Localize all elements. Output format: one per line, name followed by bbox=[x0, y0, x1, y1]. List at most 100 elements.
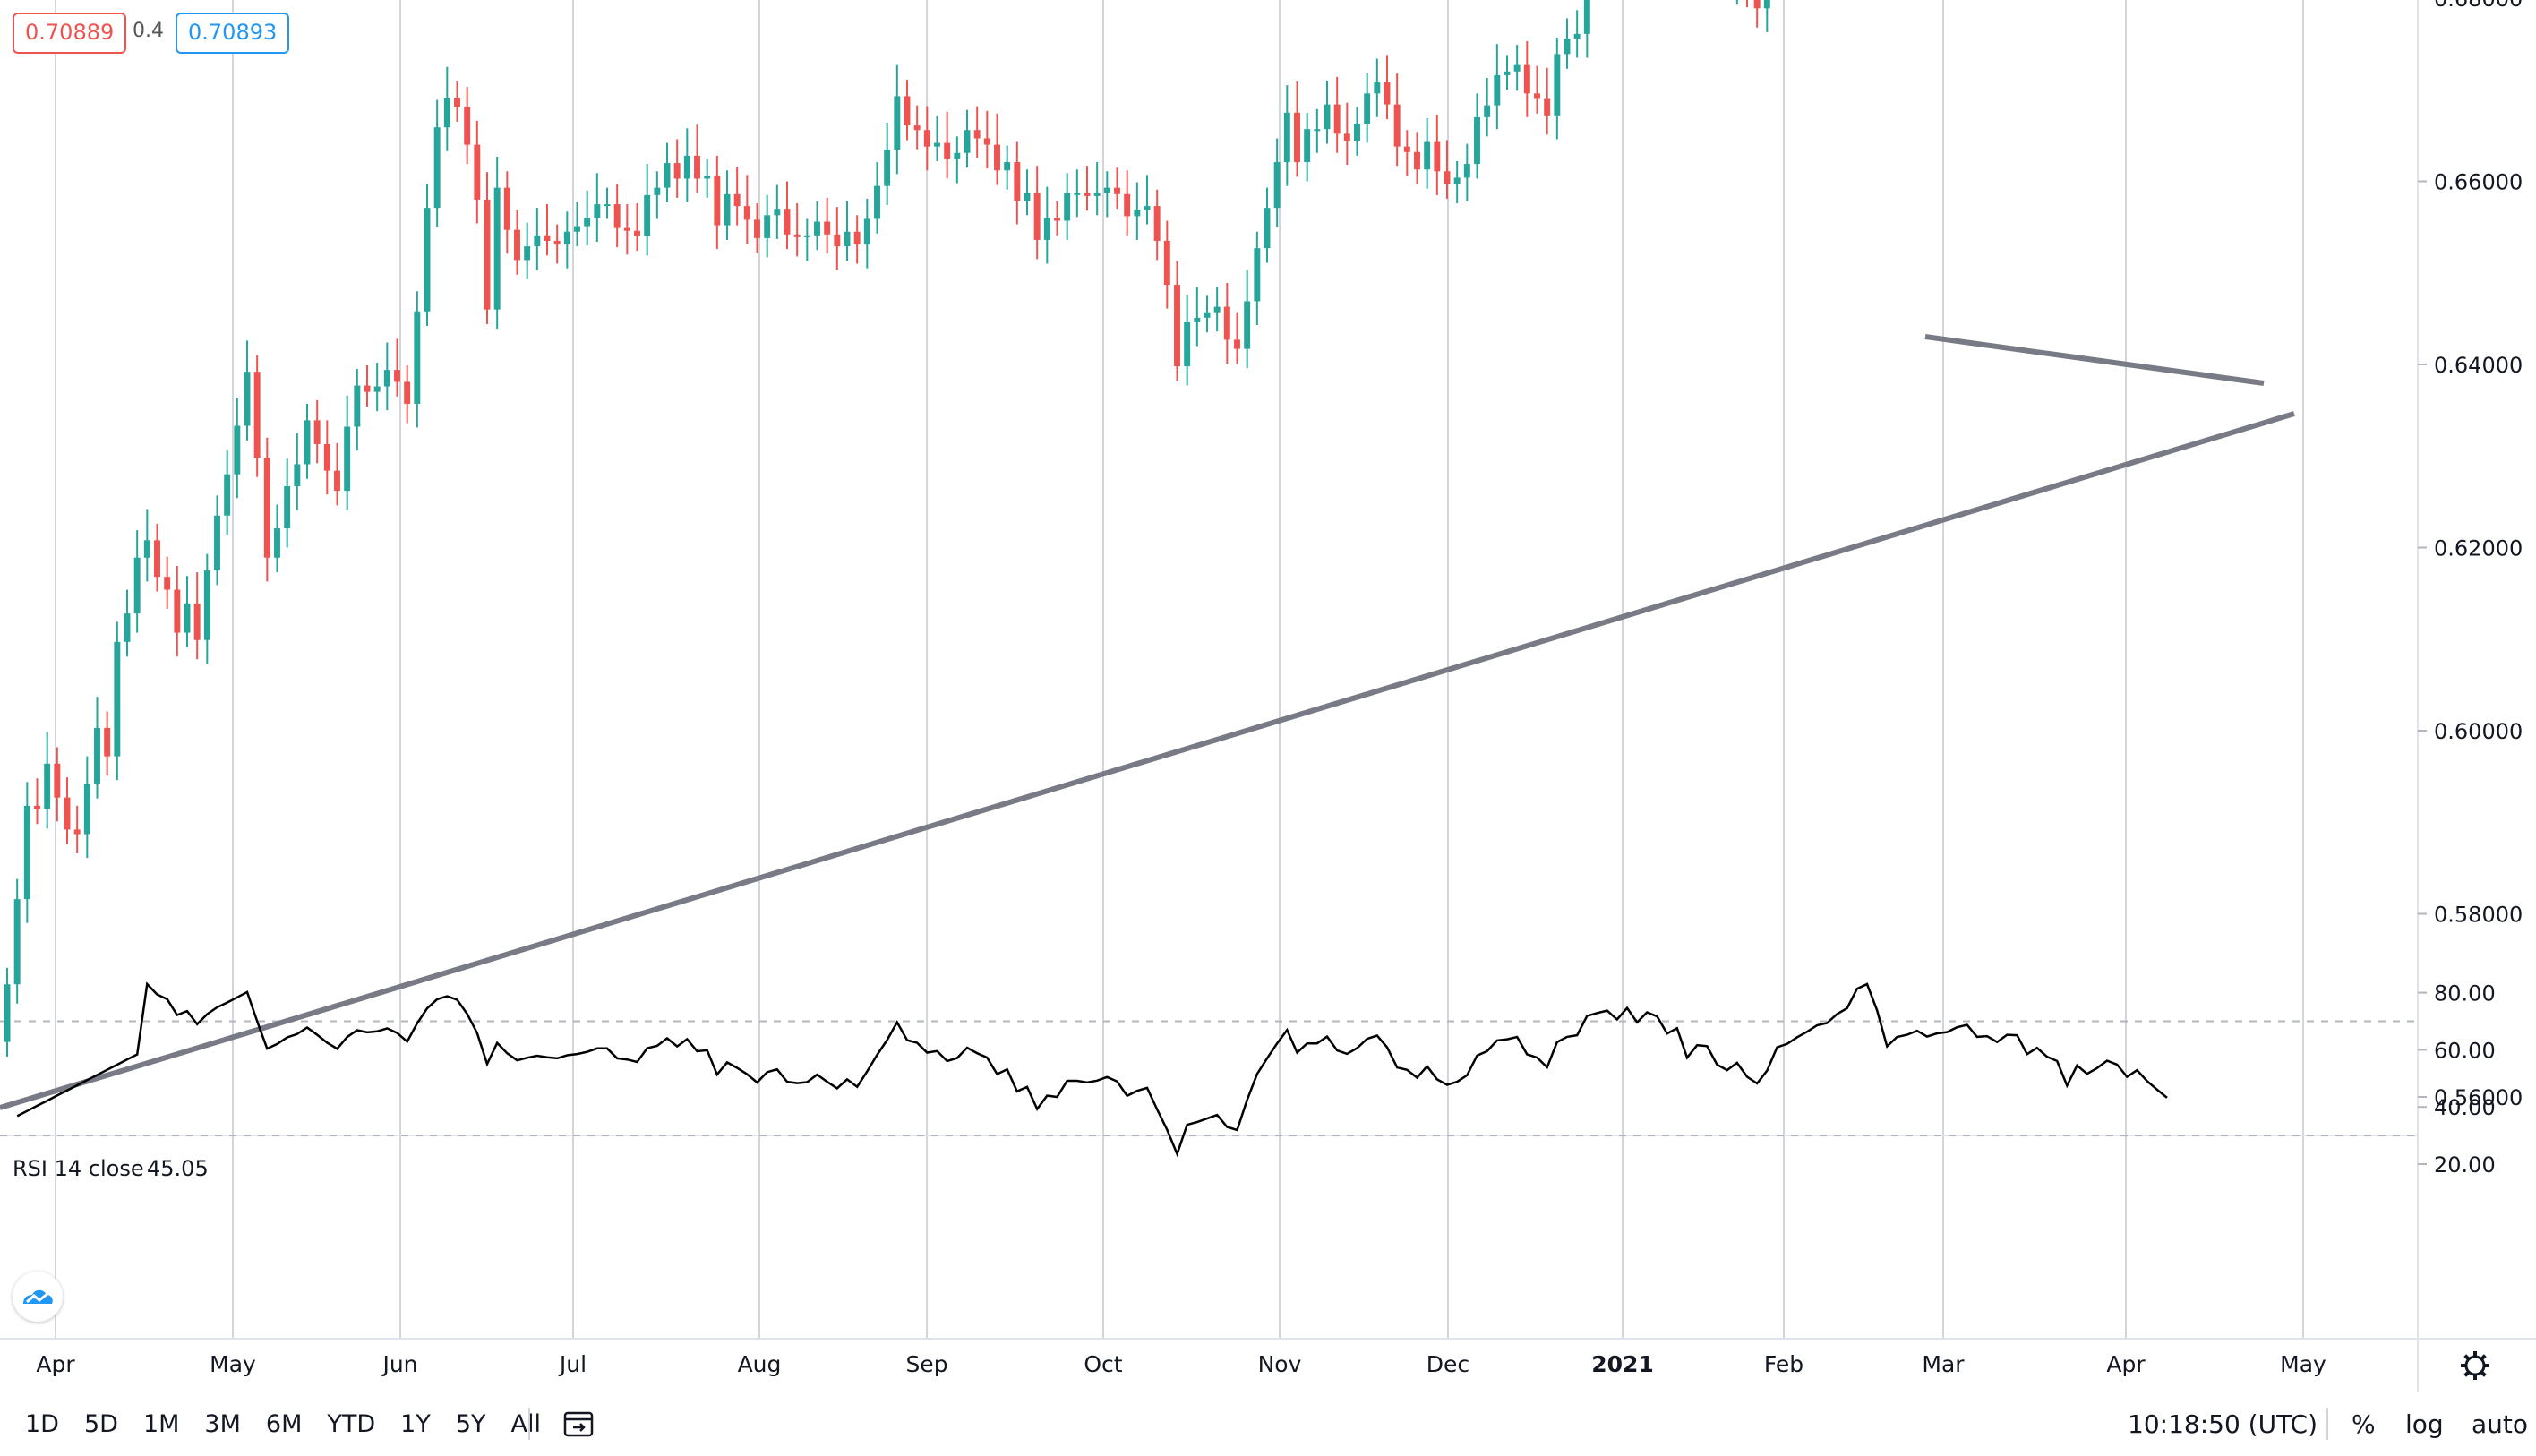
time-tick-label: Apr bbox=[36, 1351, 75, 1377]
candle-body bbox=[114, 641, 121, 757]
candle-body bbox=[1384, 82, 1391, 105]
gear-tooth bbox=[2463, 1354, 2470, 1360]
candle-body bbox=[214, 515, 220, 571]
candle-body bbox=[224, 474, 231, 516]
candle-body bbox=[774, 209, 781, 216]
candle-body bbox=[743, 206, 750, 220]
timeframe-bar: 1D 5D 1M 3M 6M YTD 1Y 5Y All bbox=[0, 1392, 2536, 1456]
candle-body bbox=[154, 540, 160, 578]
candle-body bbox=[1114, 187, 1120, 194]
candle-body bbox=[894, 96, 901, 150]
gear-tooth bbox=[2480, 1354, 2487, 1360]
candle-body bbox=[1033, 193, 1041, 240]
candle-body bbox=[874, 185, 880, 219]
candle-body bbox=[294, 464, 301, 486]
candle-body bbox=[604, 204, 611, 207]
candle-body bbox=[493, 187, 501, 310]
toolbar-divider bbox=[528, 1408, 530, 1440]
candle-body bbox=[1234, 339, 1240, 349]
timeframe-1m[interactable]: 1M bbox=[142, 1409, 180, 1438]
timeframe-1y[interactable]: 1Y bbox=[400, 1409, 431, 1438]
timeframe-1d[interactable]: 1D bbox=[25, 1409, 59, 1438]
timeframe-5d[interactable]: 5D bbox=[83, 1409, 118, 1438]
candle-body bbox=[1163, 240, 1170, 286]
candle-body bbox=[1494, 74, 1501, 106]
candle-body bbox=[1453, 177, 1461, 184]
candle-body bbox=[1144, 206, 1151, 210]
rsi-tick-label: 20.00 bbox=[2434, 1152, 2496, 1178]
candle-body bbox=[863, 218, 870, 245]
time-tick-label: 2021 bbox=[1591, 1351, 1654, 1377]
timeframe-6m[interactable]: 6M bbox=[265, 1409, 303, 1438]
candle-body bbox=[433, 127, 441, 209]
toolbar-divider bbox=[2326, 1408, 2328, 1440]
candle-body bbox=[724, 193, 731, 226]
log-toggle[interactable]: log bbox=[2405, 1409, 2444, 1439]
candle-body bbox=[844, 231, 851, 247]
bid-price-box[interactable]: 0.70889 bbox=[13, 13, 127, 54]
settings-gear-icon[interactable] bbox=[2461, 1351, 2489, 1380]
candle-body bbox=[1264, 208, 1271, 249]
rsi-value: 45.05 bbox=[147, 1156, 209, 1181]
timeframe-3m[interactable]: 3M bbox=[204, 1409, 241, 1438]
candle-body bbox=[244, 372, 251, 426]
candle-body bbox=[1424, 141, 1431, 170]
candle-body bbox=[1064, 193, 1071, 221]
utc-clock[interactable]: 10:18:50 (UTC) bbox=[2128, 1409, 2318, 1439]
candle-body bbox=[683, 155, 690, 179]
ask-price-box[interactable]: 0.70893 bbox=[176, 13, 290, 54]
candle-body bbox=[654, 187, 661, 195]
candle-body bbox=[1024, 193, 1031, 201]
tradingview-logo-icon[interactable] bbox=[13, 1272, 63, 1322]
candle-body bbox=[253, 372, 261, 458]
candle-body bbox=[514, 229, 520, 261]
candle-body bbox=[203, 570, 210, 640]
candle-body bbox=[373, 386, 381, 392]
candle-body bbox=[1343, 133, 1350, 141]
timeframe-all[interactable]: All bbox=[510, 1409, 541, 1438]
candle-body bbox=[1084, 193, 1091, 196]
candle-body bbox=[404, 381, 411, 404]
candle-body bbox=[923, 130, 930, 147]
candle-body bbox=[1554, 54, 1561, 116]
percent-toggle[interactable]: % bbox=[2352, 1409, 2376, 1439]
candle-body bbox=[193, 603, 201, 640]
timeframe-ytd[interactable]: YTD bbox=[327, 1409, 376, 1438]
candle-body bbox=[83, 784, 90, 835]
gear-ring bbox=[2464, 1355, 2486, 1376]
candle-body bbox=[383, 370, 390, 387]
candle-body bbox=[1534, 93, 1540, 99]
candle-body bbox=[13, 899, 21, 985]
candle-body bbox=[1504, 71, 1511, 75]
candle-body bbox=[1403, 146, 1410, 152]
candle-body bbox=[1223, 306, 1230, 340]
time-tick-label: May bbox=[2280, 1351, 2326, 1377]
candle-body bbox=[424, 208, 431, 312]
candle-body bbox=[1364, 93, 1371, 124]
time-tick-label: Mar bbox=[1922, 1351, 1965, 1377]
candle-body bbox=[973, 130, 981, 139]
candle-body bbox=[544, 235, 551, 241]
candle-body bbox=[1304, 129, 1311, 163]
descending-trendline bbox=[1924, 334, 2265, 386]
candle-body bbox=[634, 230, 640, 236]
candle-body bbox=[884, 150, 891, 186]
candle-body bbox=[344, 426, 351, 492]
auto-toggle[interactable]: auto bbox=[2472, 1409, 2529, 1439]
candle-body bbox=[553, 240, 561, 245]
time-tick-label: Jun bbox=[381, 1351, 417, 1377]
gear-tooth bbox=[2463, 1371, 2470, 1377]
candle-body bbox=[623, 227, 630, 231]
candle-body bbox=[23, 805, 30, 900]
candle-body bbox=[414, 311, 421, 404]
chart-area[interactable]: RSI 14 close 45.05 0.560000.580000.600000… bbox=[0, 0, 2536, 1392]
calendar-range-icon[interactable] bbox=[562, 1409, 595, 1438]
candle-body bbox=[73, 829, 81, 835]
candle-body bbox=[733, 193, 741, 207]
gear-tooth bbox=[2480, 1371, 2487, 1377]
candle-body bbox=[94, 727, 100, 784]
candle-body bbox=[274, 528, 280, 558]
trendlines[interactable] bbox=[0, 334, 2295, 1110]
timeframe-5y[interactable]: 5Y bbox=[455, 1409, 486, 1438]
candle-body bbox=[1204, 312, 1211, 318]
